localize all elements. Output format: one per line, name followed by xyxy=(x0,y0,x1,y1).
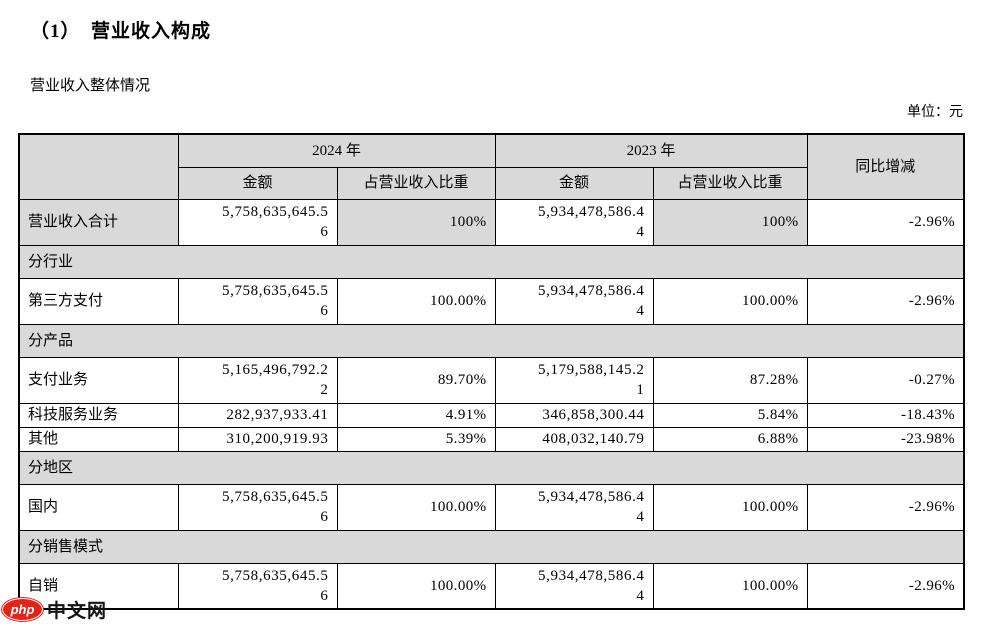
cell-payment-label: 支付业务 xyxy=(18,356,179,404)
cell-third-party-yoy: -2.96% xyxy=(806,277,965,325)
cell-domestic-amount-2023: 5,934,478,586.4 4 xyxy=(494,483,654,531)
cell-self-operated-amount-2024: 5,758,635,645.5 6 xyxy=(177,562,338,610)
cell-section-sales-mode: 分销售模式 xyxy=(18,529,965,564)
cell-other-label: 其他 xyxy=(18,426,179,452)
cell-third-party-amount-2023: 5,934,478,586.4 4 xyxy=(494,277,654,325)
header-cell-amount-2024: 金额 xyxy=(177,166,338,200)
row-tech-service: 科技服务业务 282,937,933.41 4.91% 346,858,300.… xyxy=(18,402,965,428)
header-cell-year-2024: 2024 年 xyxy=(177,133,496,168)
row-section-industry: 分行业 xyxy=(18,244,965,279)
row-section-region: 分地区 xyxy=(18,450,965,485)
row-payment-business: 支付业务 5,165,496,792.2 2 89.70% 5,179,588,… xyxy=(18,356,965,404)
row-section-sales-mode: 分销售模式 xyxy=(18,529,965,564)
cell-third-party-ratio-2023: 100.00% xyxy=(652,277,808,325)
cell-section-region: 分地区 xyxy=(18,450,965,485)
cell-total-amount-2023: 5,934,478,586.4 4 xyxy=(494,198,654,246)
cell-domestic-amount-2024: 5,758,635,645.5 6 xyxy=(177,483,338,531)
cell-third-party-label: 第三方支付 xyxy=(18,277,179,325)
page-title: （1） 营业收入构成 xyxy=(30,21,212,42)
cell-tech-ratio-2023: 5.84% xyxy=(652,402,808,428)
unit-label: 单位：元 xyxy=(907,105,963,120)
cell-self-operated-yoy: -2.96% xyxy=(806,562,965,610)
cell-domestic-ratio-2023: 100.00% xyxy=(652,483,808,531)
cell-tech-label: 科技服务业务 xyxy=(18,402,179,428)
cell-payment-amount-2024: 5,165,496,792.2 2 xyxy=(177,356,338,404)
cell-self-operated-label: 自销 xyxy=(18,562,179,610)
cell-total-ratio-2023: 100% xyxy=(652,198,808,246)
cell-payment-yoy: -0.27% xyxy=(806,356,965,404)
cell-self-operated-ratio-2023: 100.00% xyxy=(652,562,808,610)
cell-tech-amount-2024: 282,937,933.41 xyxy=(177,402,338,428)
revenue-composition-table: 2024 年 2023 年 同比增减 金额 占营业收入比重 金额 占营业收入比重… xyxy=(18,133,966,610)
watermark-text: 中文网 xyxy=(47,601,108,622)
header-row-metrics: 金额 占营业收入比重 金额 占营业收入比重 xyxy=(19,166,964,200)
row-other: 其他 310,200,919.93 5.39% 408,032,140.79 6… xyxy=(18,426,965,452)
cell-other-ratio-2024: 5.39% xyxy=(336,426,496,452)
row-third-party-payment: 第三方支付 5,758,635,645.5 6 100.00% 5,934,47… xyxy=(18,277,965,325)
row-total: 营业收入合计 5,758,635,645.5 6 100% 5,934,478,… xyxy=(18,198,965,246)
header-cell-ratio-2023: 占营业收入比重 xyxy=(652,166,808,200)
cell-other-amount-2024: 310,200,919.93 xyxy=(177,426,338,452)
cell-total-ratio-2024: 100% xyxy=(336,198,496,246)
cell-total-label: 营业收入合计 xyxy=(18,198,179,246)
header-cell-amount-2023: 金额 xyxy=(494,166,654,200)
cell-payment-ratio-2023: 87.28% xyxy=(652,356,808,404)
php-logo-icon: php xyxy=(2,598,43,621)
cell-other-amount-2023: 408,032,140.79 xyxy=(494,426,654,452)
cell-tech-amount-2023: 346,858,300.44 xyxy=(494,402,654,428)
cell-payment-ratio-2024: 89.70% xyxy=(336,356,496,404)
section-subtitle: 营业收入整体情况 xyxy=(30,78,151,94)
header-cell-ratio-2024: 占营业收入比重 xyxy=(336,166,496,200)
cell-third-party-amount-2024: 5,758,635,645.5 6 xyxy=(177,277,338,325)
cell-section-product: 分产品 xyxy=(18,323,965,358)
cell-payment-amount-2023: 5,179,588,145.2 1 xyxy=(494,356,654,404)
cell-domestic-label: 国内 xyxy=(18,483,179,531)
site-watermark: php 中文网 xyxy=(2,596,107,623)
row-domestic: 国内 5,758,635,645.5 6 100.00% 5,934,478,5… xyxy=(18,483,965,531)
cell-total-yoy: -2.96% xyxy=(806,198,965,246)
cell-domestic-ratio-2024: 100.00% xyxy=(336,483,496,531)
cell-domestic-yoy: -2.96% xyxy=(806,483,965,531)
header-row-years: 2024 年 2023 年 同比增减 xyxy=(18,133,965,200)
cell-other-yoy: -23.98% xyxy=(806,426,965,452)
cell-third-party-ratio-2024: 100.00% xyxy=(336,277,496,325)
cell-total-amount-2024: 5,758,635,645.5 6 xyxy=(177,198,338,246)
row-section-product: 分产品 xyxy=(18,323,965,358)
header-cell-year-2023: 2023 年 xyxy=(494,133,808,168)
cell-self-operated-ratio-2024: 100.00% xyxy=(336,562,496,610)
header-cell-yoy: 同比增减 xyxy=(806,133,965,200)
cell-self-operated-amount-2023: 5,934,478,586.4 4 xyxy=(494,562,654,610)
header-cell-empty xyxy=(18,133,179,200)
cell-tech-ratio-2024: 4.91% xyxy=(336,402,496,428)
cell-tech-yoy: -18.43% xyxy=(806,402,965,428)
row-self-operated: 自销 5,758,635,645.5 6 100.00% 5,934,478,5… xyxy=(18,562,965,610)
cell-other-ratio-2023: 6.88% xyxy=(652,426,808,452)
cell-section-industry: 分行业 xyxy=(18,244,965,279)
